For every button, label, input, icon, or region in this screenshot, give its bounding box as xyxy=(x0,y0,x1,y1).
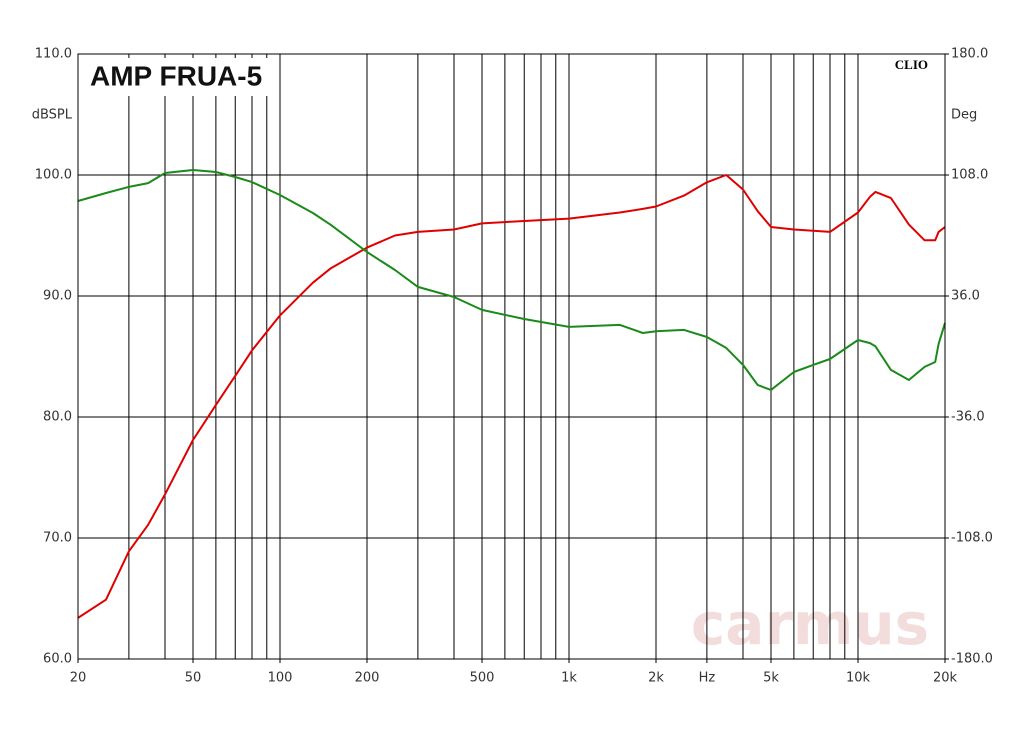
brand: CLIO xyxy=(895,57,928,72)
x-tick-label: 50 xyxy=(185,671,202,686)
y2-tick-label: -36.0 xyxy=(951,410,985,425)
title-box xyxy=(84,58,272,96)
y2-tick-label: 108.0 xyxy=(951,168,988,183)
series-line xyxy=(77,169,946,391)
y-tick-label: 60.0 xyxy=(43,652,72,667)
x-tick-label: 1k xyxy=(561,671,577,686)
series-line xyxy=(77,174,946,619)
x-tick-label: 100 xyxy=(268,671,293,686)
y2-tick-label: -180.0 xyxy=(951,652,993,667)
x-tick-label: Hz xyxy=(699,671,716,686)
y-tick-label: 100.0 xyxy=(35,168,72,183)
y-tick-label: 70.0 xyxy=(43,531,72,546)
y2-tick-label: 36.0 xyxy=(951,289,980,304)
y-tick-label: 110.0 xyxy=(35,47,72,62)
x-tick-label: 200 xyxy=(355,671,380,686)
x-tick-label: 20 xyxy=(70,671,87,686)
x-tick-label: 20k xyxy=(933,671,958,686)
plot-frame xyxy=(77,53,946,660)
y2-tick-label: -108.0 xyxy=(951,531,993,546)
y-tick-label: 90.0 xyxy=(43,289,72,304)
y-tick-label: 80.0 xyxy=(43,410,72,425)
x-tick-label: 500 xyxy=(470,671,495,686)
chart-title: AMP FRUA-5 xyxy=(90,60,262,91)
x-tick-label: 2k xyxy=(648,671,664,686)
y-axis-label: dBSPL xyxy=(32,108,73,123)
watermark: carmus xyxy=(691,590,929,658)
y2-axis-label: Deg xyxy=(951,108,977,123)
y2-tick-label: 180.0 xyxy=(951,47,988,62)
x-tick-label: 5k xyxy=(763,671,779,686)
x-tick-label: 10k xyxy=(846,671,871,686)
